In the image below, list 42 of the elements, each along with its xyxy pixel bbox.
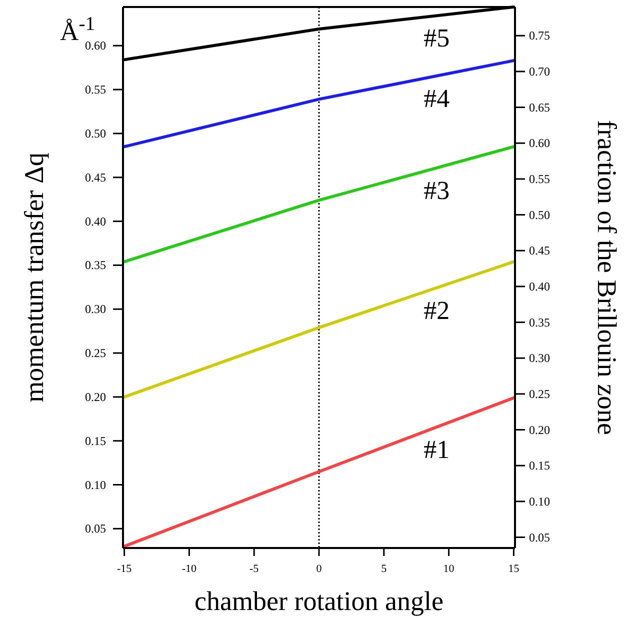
y2-tick-label: 0.75 [529, 28, 550, 43]
y-tick-label: 0.10 [85, 478, 106, 492]
y2-tick-label: 0.25 [529, 386, 550, 401]
y-axis-title: momentum transfer Δq [19, 152, 49, 402]
y2-tick-label: 0.10 [529, 494, 550, 508]
series-label: #4 [424, 83, 450, 112]
x-tick-label: 5 [381, 563, 388, 575]
y-tick-label: 0.60 [85, 38, 106, 53]
x-tick-label: -15 [116, 563, 132, 575]
y-tick-label: 0.40 [85, 214, 106, 228]
y2-tick-label: 0.45 [529, 244, 550, 258]
y-tick-label: 0.55 [85, 82, 106, 97]
x-tick-label: 10 [443, 563, 455, 575]
series-label: #1 [424, 434, 450, 464]
y2-tick-label: 0.35 [529, 315, 550, 330]
y2-tick-label: 0.20 [529, 422, 550, 437]
y2-tick-label: 0.70 [529, 64, 550, 78]
x-tick-label: -5 [250, 563, 260, 575]
y2-tick-label: 0.55 [529, 172, 550, 186]
y-tick-label: 0.05 [85, 522, 106, 536]
y-tick-label: 0.35 [85, 258, 106, 272]
y-tick-label: 0.30 [85, 302, 106, 316]
x-tick-label: -10 [182, 563, 198, 575]
y2-tick-label: 0.15 [529, 458, 550, 473]
x-tick-label: 0 [316, 563, 322, 575]
series-label: #3 [424, 175, 450, 204]
x-axis-title: chamber rotation angle [194, 586, 444, 616]
y-tick-label: 0.25 [85, 346, 106, 360]
series-label: #5 [424, 23, 450, 52]
y2-tick-label: 0.05 [529, 530, 550, 544]
x-tick-label: 15 [508, 563, 520, 575]
y2-tick-label: 0.30 [529, 351, 550, 366]
y-tick-label: 0.15 [85, 434, 106, 448]
series-label: #2 [424, 295, 450, 324]
y2-tick-label: 0.50 [529, 208, 550, 222]
y-tick-label: 0.50 [85, 126, 106, 140]
y2-tick-label: 0.60 [529, 136, 550, 150]
y2-axis-title: fraction of the Brillouin zone [592, 120, 622, 435]
y-tick-label: 0.45 [85, 170, 106, 184]
y2-tick-label: 0.40 [529, 279, 550, 294]
y2-tick-label: 0.65 [529, 100, 550, 114]
y-tick-label: 0.20 [85, 390, 106, 404]
